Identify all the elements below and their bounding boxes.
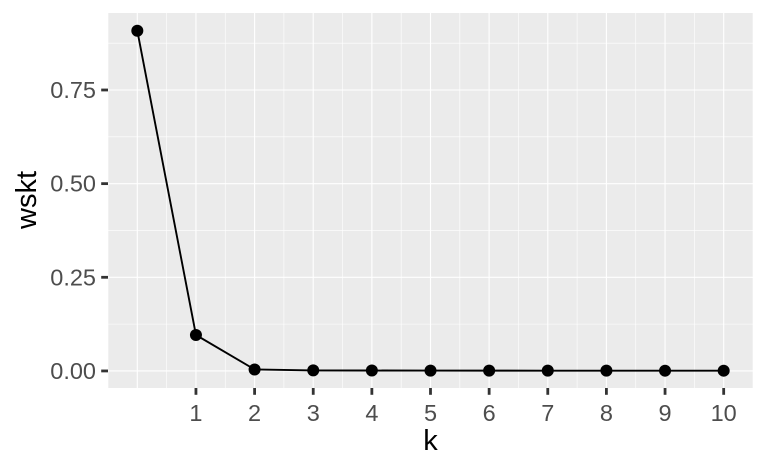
svg-text:9: 9 — [659, 400, 672, 426]
svg-text:5: 5 — [424, 400, 437, 426]
svg-text:2: 2 — [248, 400, 261, 426]
svg-text:wskt: wskt — [11, 171, 43, 230]
svg-text:k: k — [423, 425, 438, 457]
svg-text:4: 4 — [365, 400, 378, 426]
svg-text:8: 8 — [600, 400, 613, 426]
svg-text:0.00: 0.00 — [50, 358, 96, 384]
svg-text:1: 1 — [189, 400, 202, 426]
svg-text:7: 7 — [541, 400, 554, 426]
svg-text:0.50: 0.50 — [50, 171, 96, 197]
svg-text:0.75: 0.75 — [50, 77, 96, 103]
svg-text:10: 10 — [711, 400, 737, 426]
svg-text:0.25: 0.25 — [50, 264, 96, 290]
svg-text:3: 3 — [307, 400, 320, 426]
svg-text:6: 6 — [483, 400, 496, 426]
